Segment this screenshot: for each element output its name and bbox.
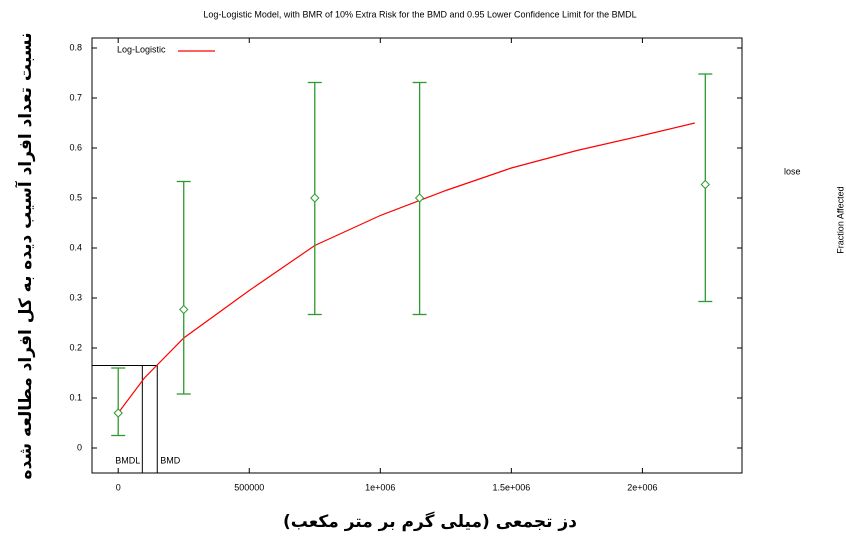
plot-frame — [91, 37, 743, 474]
legend-label: Log-Logistic — [117, 44, 166, 54]
y-tick-label: 0.3 — [69, 292, 82, 302]
y-tick-label: 0.2 — [69, 342, 82, 352]
bmd-label: BMD — [160, 455, 181, 465]
x-tick-label: 2e+006 — [627, 482, 657, 492]
bmdl-label: BMDL — [115, 455, 140, 465]
x-tick-label: 1e+006 — [365, 482, 395, 492]
observed-point — [700, 179, 711, 190]
y-axis-label: نسبت تعداد افراد آسیب دیده به کل افراد م… — [14, 33, 36, 480]
y-tick-label: 0.1 — [69, 392, 82, 402]
observed-point — [179, 304, 189, 315]
observed-point — [113, 408, 123, 418]
chart-title: Log-Logistic Model, with BMR of 10% Extr… — [203, 9, 636, 19]
y-tick-label: 0.4 — [69, 242, 82, 252]
x-tick-label: 500000 — [234, 482, 264, 492]
observed-point — [414, 193, 425, 203]
side-text: lose — [784, 166, 801, 176]
y-tick-label: 0.7 — [69, 92, 82, 102]
y-tick-label: 0.8 — [69, 42, 82, 52]
x-tick-label: 1.5e+006 — [492, 482, 530, 492]
side-text: Fraction Affected — [835, 186, 845, 253]
x-axis-label: دز تجمعی (میلی گرم بر متر مکعب) — [283, 511, 577, 532]
y-tick-label: 0.5 — [69, 192, 82, 202]
y-tick-label: 0.6 — [69, 142, 82, 152]
x-tick-label: 0 — [116, 482, 121, 492]
y-tick-label: 0 — [77, 442, 82, 452]
observed-point — [310, 193, 320, 203]
model-line — [117, 122, 695, 414]
